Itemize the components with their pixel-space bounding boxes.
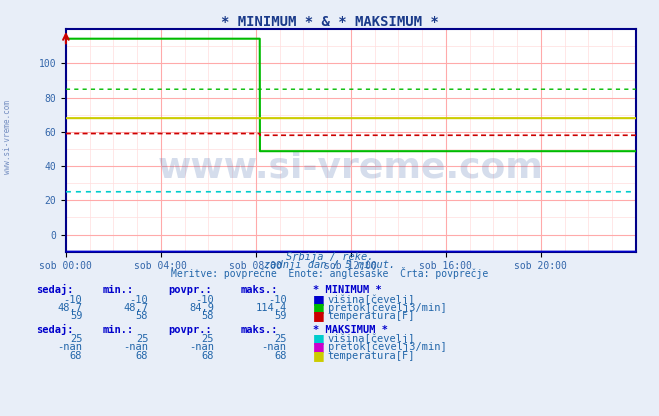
Text: * MAKSIMUM *: * MAKSIMUM * (313, 325, 388, 335)
Text: maks.:: maks.: (241, 325, 278, 335)
Text: -10: -10 (196, 295, 214, 305)
Text: 68: 68 (136, 351, 148, 361)
Text: temperatura[F]: temperatura[F] (328, 312, 415, 322)
Text: ■: ■ (313, 332, 325, 345)
Text: 59: 59 (274, 312, 287, 322)
Text: zadnji dan / 5 minut.: zadnji dan / 5 minut. (264, 260, 395, 270)
Text: -10: -10 (268, 295, 287, 305)
Text: -nan: -nan (262, 342, 287, 352)
Text: 68: 68 (202, 351, 214, 361)
Text: -nan: -nan (123, 342, 148, 352)
Text: 25: 25 (274, 334, 287, 344)
Text: 58: 58 (202, 312, 214, 322)
Text: povpr.:: povpr.: (168, 325, 212, 335)
Text: -nan: -nan (189, 342, 214, 352)
Text: 68: 68 (274, 351, 287, 361)
Text: povpr.:: povpr.: (168, 285, 212, 295)
Text: Srbija / reke.: Srbija / reke. (286, 252, 373, 262)
Text: višina[čevelj]: višina[čevelj] (328, 334, 415, 344)
Text: -10: -10 (130, 295, 148, 305)
Text: * MINIMUM * & * MAKSIMUM *: * MINIMUM * & * MAKSIMUM * (221, 15, 438, 29)
Text: maks.:: maks.: (241, 285, 278, 295)
Text: -nan: -nan (57, 342, 82, 352)
Text: sedaj:: sedaj: (36, 324, 74, 335)
Text: 58: 58 (136, 312, 148, 322)
Text: 114,4: 114,4 (256, 303, 287, 313)
Text: 84,9: 84,9 (189, 303, 214, 313)
Text: min.:: min.: (102, 325, 133, 335)
Text: 59: 59 (70, 312, 82, 322)
Text: sedaj:: sedaj: (36, 284, 74, 295)
Text: ■: ■ (313, 293, 325, 306)
Text: ■: ■ (313, 340, 325, 353)
Text: min.:: min.: (102, 285, 133, 295)
Text: 25: 25 (70, 334, 82, 344)
Text: * MINIMUM *: * MINIMUM * (313, 285, 382, 295)
Text: višina[čevelj]: višina[čevelj] (328, 295, 415, 305)
Text: 68: 68 (70, 351, 82, 361)
Text: ■: ■ (313, 349, 325, 362)
Text: pretok[čevelj3/min]: pretok[čevelj3/min] (328, 342, 446, 352)
Text: ■: ■ (313, 301, 325, 314)
Text: temperatura[F]: temperatura[F] (328, 351, 415, 361)
Text: -10: -10 (64, 295, 82, 305)
Text: 48,7: 48,7 (57, 303, 82, 313)
Text: 25: 25 (136, 334, 148, 344)
Text: ■: ■ (313, 310, 325, 322)
Text: Meritve: povprečne  Enote: anglešaške  Črta: povprečje: Meritve: povprečne Enote: anglešaške Črt… (171, 267, 488, 280)
Text: 25: 25 (202, 334, 214, 344)
Text: 48,7: 48,7 (123, 303, 148, 313)
Text: www.si-vreme.com: www.si-vreme.com (3, 100, 13, 174)
Text: pretok[čevelj3/min]: pretok[čevelj3/min] (328, 303, 446, 313)
Text: www.si-vreme.com: www.si-vreme.com (158, 150, 544, 184)
